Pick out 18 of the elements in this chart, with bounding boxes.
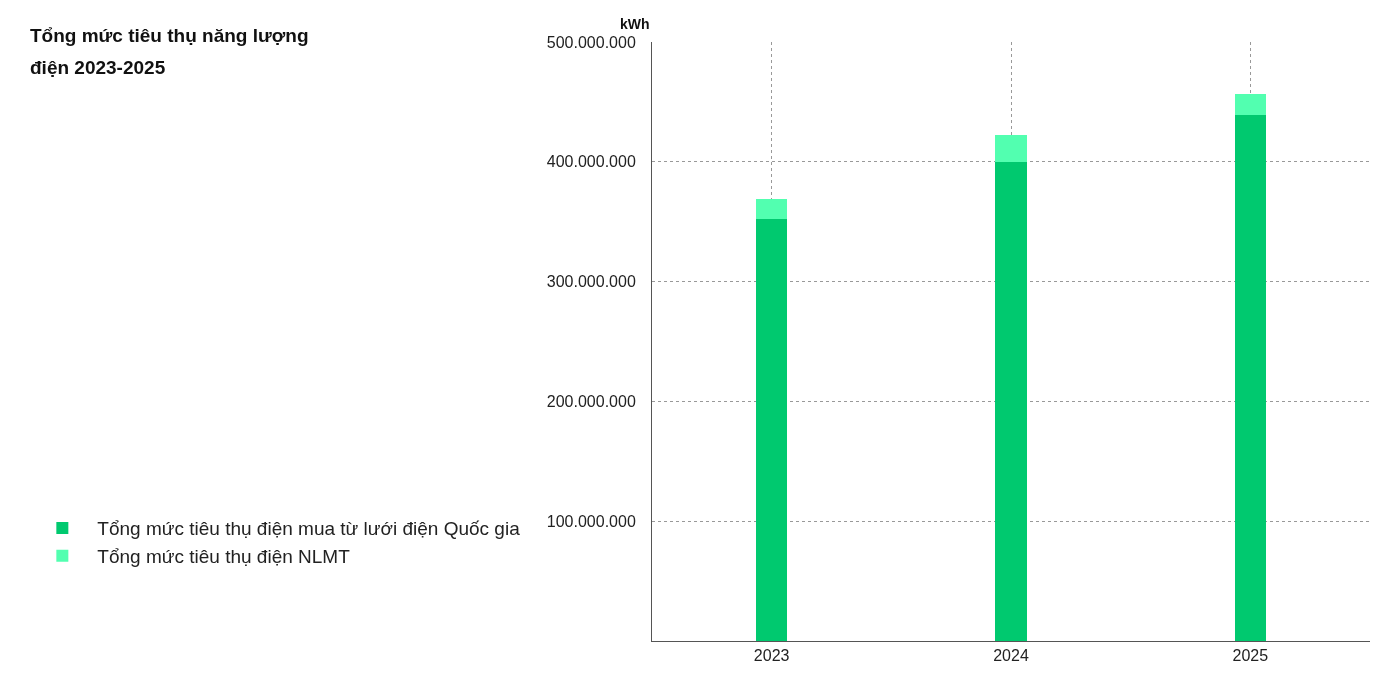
bar xyxy=(756,198,788,220)
bar xyxy=(995,135,1027,162)
text: Tổng mức tiêu thụ năng lượng điện 2023-2025 xyxy=(30,24,310,80)
x-tick-label: 2025 xyxy=(1232,647,1269,665)
y-tick-label: 100.000.000 xyxy=(546,512,636,530)
y-tick-label: 200.000.000 xyxy=(546,393,636,410)
bar xyxy=(995,161,1027,641)
y-tick-label: 500.000.000 xyxy=(546,33,636,51)
bar xyxy=(756,219,788,641)
y-axis-title: kWh xyxy=(620,16,650,32)
x-tick-label: 2023 xyxy=(753,647,790,665)
legend-label: Tổng mức tiêu thụ điện mua từ lưới điện Quốc gia xyxy=(97,518,521,540)
y-tick-label: 400.000.000 xyxy=(546,153,636,171)
y-tick-label: 300.000.000 xyxy=(546,273,636,291)
bar xyxy=(1234,115,1266,641)
x-tick-label: 2024 xyxy=(993,647,1029,665)
bar xyxy=(1234,93,1266,116)
legend-label: Tổng mức tiêu thụ điện NLMT xyxy=(97,546,351,568)
